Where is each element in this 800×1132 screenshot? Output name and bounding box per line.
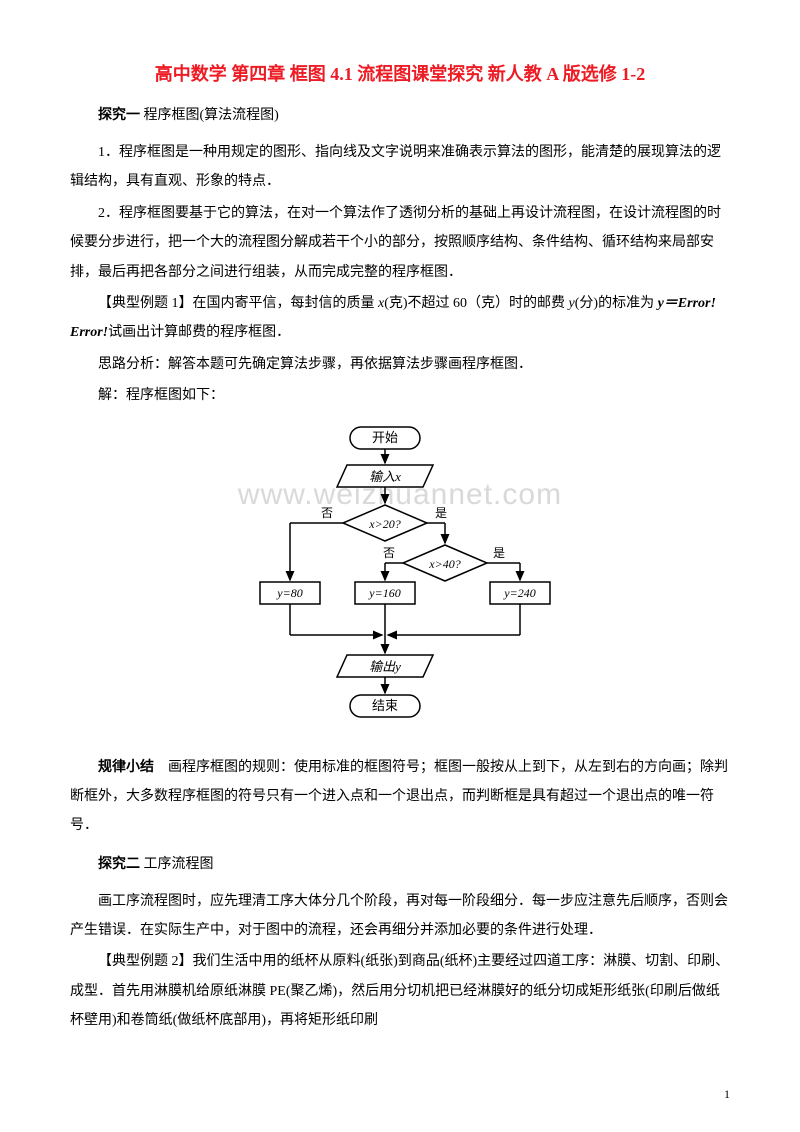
section-1-heading: 探究一 程序框图(算法流程图) [70, 104, 730, 124]
flow-yes-2: 是 [493, 546, 505, 560]
ex1-text-d: 试画出计算邮费的程序框图． [108, 325, 290, 340]
ex1-text-b: (克)不超过 60（克）时的邮费 [384, 296, 568, 311]
section-2-heading: 探究二 工序流程图 [70, 853, 730, 873]
flow-a2: y=160 [368, 586, 400, 600]
section-1-name: 程序框图(算法流程图) [144, 108, 279, 123]
flow-yes-1: 是 [435, 506, 447, 520]
flow-output: 输出y [369, 659, 401, 674]
example-2: 【典型例题 2】我们生活中用的纸杯从原料(纸张)到商品(纸杯)主要经过四道工序：… [70, 947, 730, 1035]
ex1-text-c: (分)的标准为 [575, 296, 658, 311]
section-2-label: 探究二 [98, 857, 140, 872]
example-2-lead: 【典型例题 2】 [98, 954, 193, 969]
page-number: 1 [724, 1087, 730, 1102]
paragraph-1: 1．程序框图是一种用规定的图形、指向线及文字说明来准确表示算法的图形，能清楚的展… [70, 138, 730, 197]
section-1-label: 探究一 [98, 108, 140, 123]
paragraph-5: 画工序流程图时，应先理清工序大体分几个阶段，再对每一阶段细分．每一步应注意先后顺… [70, 887, 730, 946]
flow-no-1: 否 [321, 506, 333, 520]
rule-text: 画程序框图的规则：使用标准的框图符号；框图一般按从上到下，从左到右的方向画；除判… [70, 760, 728, 834]
flow-d1: x>20? [368, 517, 400, 531]
ex1-text-a: 在国内寄平信，每封信的质量 [193, 296, 379, 311]
flow-a3: y=240 [503, 586, 535, 600]
flow-d2: x>40? [428, 557, 460, 571]
flow-start: 开始 [372, 430, 398, 445]
rule-summary: 规律小结 画程序框图的规则：使用标准的框图符号；框图一般按从上到下，从左到右的方… [70, 753, 730, 841]
paragraph-2: 2．程序框图要基于它的算法，在对一个算法作了透彻分析的基础上再设计流程图，在设计… [70, 199, 730, 287]
example-1-lead: 【典型例题 1】 [98, 296, 193, 311]
flow-a1: y=80 [276, 586, 302, 600]
flowchart: 开始 输入x x>20? 否 y=80 是 x>40? 否 y=160 是 [70, 425, 730, 735]
flow-input: 输入x [369, 469, 401, 484]
paragraph-4: 解：程序框图如下： [70, 381, 730, 410]
section-2-name: 工序流程图 [144, 857, 214, 872]
page-title: 高中数学 第四章 框图 4.1 流程图课堂探究 新人教 A 版选修 1-2 [70, 60, 730, 86]
flow-no-2: 否 [383, 546, 395, 560]
paragraph-3: 思路分析：解答本题可先确定算法步骤，再依据算法步骤画程序框图． [70, 350, 730, 379]
example-1: 【典型例题 1】在国内寄平信，每封信的质量 x(克)不超过 60（克）时的邮费 … [70, 289, 730, 348]
rule-label: 规律小结 [98, 760, 154, 775]
flow-end: 结束 [372, 698, 398, 713]
